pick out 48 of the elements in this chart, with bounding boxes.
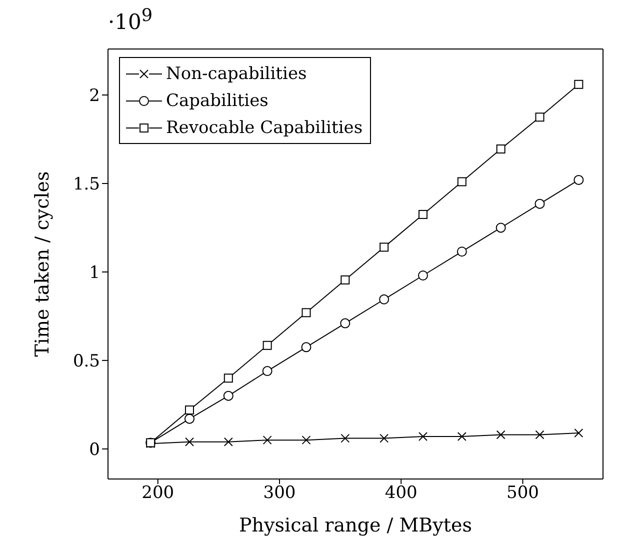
point	[340, 434, 350, 443]
point	[574, 174, 584, 185]
point	[418, 210, 428, 219]
point	[224, 374, 233, 383]
point	[574, 80, 584, 89]
point	[262, 436, 272, 445]
point	[456, 246, 467, 257]
point	[223, 390, 234, 401]
point	[574, 428, 584, 438]
point	[184, 405, 194, 414]
point	[418, 432, 428, 442]
point	[380, 434, 389, 443]
point	[457, 432, 466, 442]
y-tick-label: 0	[89, 440, 100, 460]
x-tick-label: 500	[506, 483, 539, 504]
point	[380, 242, 389, 252]
point	[301, 342, 312, 352]
point	[340, 318, 350, 328]
point	[418, 270, 428, 280]
x-tick-label: 200	[142, 483, 174, 504]
point	[262, 340, 272, 350]
point	[534, 198, 545, 209]
x-tick-label: 400	[384, 483, 418, 504]
point	[496, 222, 506, 233]
y-tick-label: 0.5	[72, 351, 100, 372]
point	[496, 430, 506, 440]
y-tick-label: 1.5	[72, 174, 100, 195]
point	[184, 437, 194, 446]
point	[535, 112, 544, 122]
y-tick-label: 2	[89, 86, 100, 106]
legend-label: Non-capabilities	[165, 64, 308, 84]
text: ·10$^{9}$	[108, 6, 153, 34]
x-tick-label: 300	[263, 483, 296, 504]
point	[302, 436, 311, 445]
legend-label: Revocable Capabilities	[165, 118, 364, 138]
point	[224, 437, 233, 446]
x-axis-title: Physical range / MBytes	[239, 514, 472, 536]
point	[184, 414, 194, 424]
point	[379, 294, 390, 304]
y-tick-label: 1	[89, 263, 100, 283]
point	[457, 177, 466, 186]
point	[262, 366, 272, 376]
point	[496, 144, 506, 154]
legend-label: Capabilities	[165, 90, 270, 110]
point	[535, 430, 544, 440]
point	[340, 275, 350, 284]
point	[302, 308, 311, 318]
y-axis-title: Time taken / cycles	[32, 171, 54, 357]
